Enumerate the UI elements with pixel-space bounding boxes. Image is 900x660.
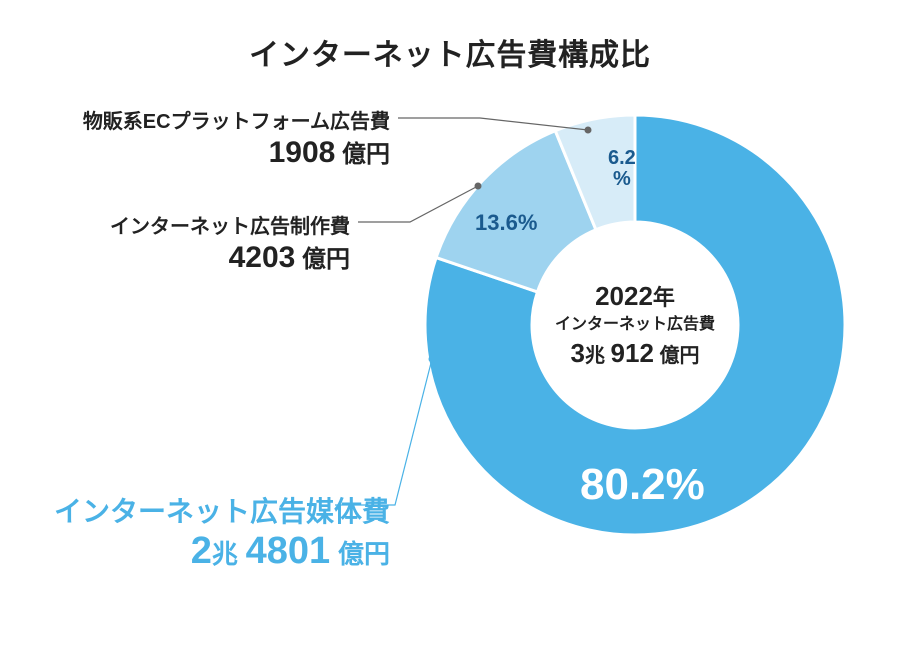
label-production: インターネット広告制作費 4203 億円 <box>0 210 350 275</box>
label-production-category: インターネット広告制作費 <box>0 210 350 239</box>
center-year-num: 2022 <box>595 281 653 311</box>
label-ec-amount: 1908 <box>269 136 336 169</box>
slice-ec-pct: 6.2 % <box>608 148 636 190</box>
slice-media-pct: 80.2% <box>580 460 705 510</box>
label-media-unit2: 億円 <box>338 539 390 569</box>
center-sub: インターネット広告費 <box>555 314 715 336</box>
label-production-amount: 4203 <box>229 241 296 274</box>
chart-title: インターネット広告費構成比 <box>0 30 900 74</box>
leader-line <box>335 359 432 505</box>
slice-production-pct: 13.6% <box>475 210 537 236</box>
label-media-unit1: 兆 <box>212 539 238 569</box>
label-media-category: インターネット広告媒体費 <box>0 490 390 530</box>
chart-center-label: 2022年 インターネット広告費 3兆 912 億円 <box>555 279 715 371</box>
label-media-num1: 2 <box>191 530 212 572</box>
label-media-num2: 4801 <box>246 530 331 572</box>
label-production-unit: 億円 <box>302 246 350 273</box>
label-ec: 物販系ECプラットフォーム広告費 1908 億円 <box>0 105 390 170</box>
label-ec-unit: 億円 <box>342 141 390 168</box>
label-media: インターネット広告媒体費 2兆 4801 億円 <box>0 490 390 573</box>
center-year-unit: 年 <box>653 285 675 310</box>
label-ec-category: 物販系ECプラットフォーム広告費 <box>0 105 390 134</box>
center-amount: 3兆 912 億円 <box>555 336 715 371</box>
